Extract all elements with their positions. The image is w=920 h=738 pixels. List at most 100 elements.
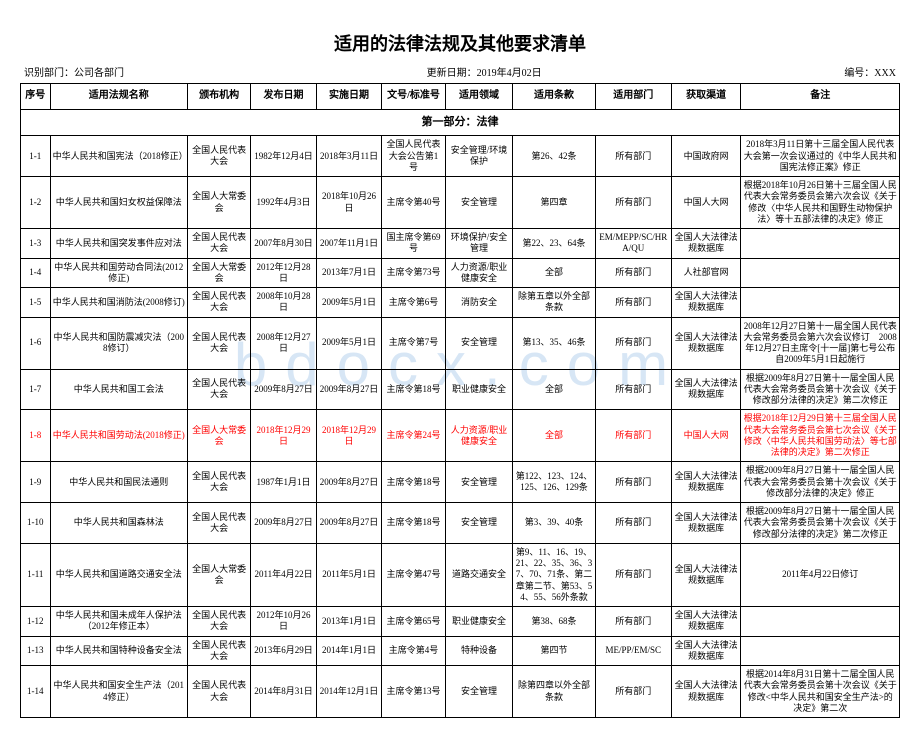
cell-src: 人社部官网 <box>671 258 741 288</box>
cell-scope: 人力资源/职业健康安全 <box>445 410 513 462</box>
cell-name: 中华人民共和国劳动法(2018修正) <box>50 410 187 462</box>
col-art: 适用条款 <box>513 84 595 110</box>
cell-note: 根据2018年12月29日第十三届全国人民代表大会常务委员会第七次会议《关于修改… <box>741 410 900 462</box>
cell-org: 全国人民代表大会 <box>187 462 250 503</box>
cell-src: 中国人大网 <box>671 410 741 462</box>
cell-name: 中华人民共和国民法通则 <box>50 462 187 503</box>
table-header-row: 序号 适用法规名称 颁布机构 发布日期 实施日期 文号/标准号 适用领域 适用条… <box>21 84 900 110</box>
cell-eff: 2013年1月1日 <box>316 607 382 637</box>
cell-org: 全国人大常委会 <box>187 543 250 606</box>
cell-src: 中国政府网 <box>671 136 741 177</box>
col-pub: 发布日期 <box>251 84 317 110</box>
cell-art: 第四章 <box>513 177 595 229</box>
cell-org: 全国人民代表大会 <box>187 369 250 410</box>
cell-note <box>741 607 900 637</box>
cell-note: 2008年12月27日第十一届全国人民代表大会常务委员会第六次会议修订 2008… <box>741 317 900 369</box>
cell-note: 根据2018年10月26日第十三届全国人民代表大会常务委员会第六次会议《关于修改… <box>741 177 900 229</box>
cell-eff: 2009年8月27日 <box>316 369 382 410</box>
cell-org: 全国人民代表大会 <box>187 607 250 637</box>
cell-name: 中华人民共和国工会法 <box>50 369 187 410</box>
cell-src: 全国人大法律法规数据库 <box>671 229 741 259</box>
cell-doc: 主席令第18号 <box>382 503 445 544</box>
table-row: 1-1中华人民共和国宪法（2018修正）全国人民代表大会1982年12月4日20… <box>21 136 900 177</box>
cell-scope: 消防安全 <box>445 288 513 318</box>
meta-right: 编号：XXX <box>844 64 896 79</box>
cell-org: 全国人民代表大会 <box>187 503 250 544</box>
cell-pub: 2007年8月30日 <box>251 229 317 259</box>
meta-left: 识别部门：公司各部门 <box>24 64 124 79</box>
col-dept: 适用部门 <box>595 84 671 110</box>
cell-pub: 2008年12月27日 <box>251 317 317 369</box>
col-src: 获取渠道 <box>671 84 741 110</box>
cell-scope: 道路交通安全 <box>445 543 513 606</box>
cell-eff: 2009年8月27日 <box>316 503 382 544</box>
col-name: 适用法规名称 <box>50 84 187 110</box>
cell-seq: 1-2 <box>21 177 51 229</box>
cell-scope: 职业健康安全 <box>445 607 513 637</box>
cell-pub: 2011年4月22日 <box>251 543 317 606</box>
cell-seq: 1-10 <box>21 503 51 544</box>
col-scope: 适用领域 <box>445 84 513 110</box>
cell-eff: 2018年12月29日 <box>316 410 382 462</box>
cell-doc: 主席令第18号 <box>382 369 445 410</box>
page-title: 适用的法律法规及其他要求清单 <box>20 30 900 56</box>
cell-name: 中华人民共和国突发事件应对法 <box>50 229 187 259</box>
col-doc: 文号/标准号 <box>382 84 445 110</box>
cell-note: 根据2009年8月27日第十一届全国人民代表大会常务委员会第十次会议《关于修改部… <box>741 369 900 410</box>
cell-art: 除第五章以外全部条款 <box>513 288 595 318</box>
cell-seq: 1-11 <box>21 543 51 606</box>
cell-seq: 1-1 <box>21 136 51 177</box>
cell-doc: 主席令第24号 <box>382 410 445 462</box>
cell-org: 全国人大常委会 <box>187 258 250 288</box>
section-header: 第一部分：法律 <box>21 109 900 136</box>
cell-note: 根据2009年8月27日第十一届全国人民代表大会常务委员会第十次会议《关于修改部… <box>741 503 900 544</box>
cell-art: 第3、39、40条 <box>513 503 595 544</box>
cell-pub: 2008年10月28日 <box>251 288 317 318</box>
cell-scope: 安全管理 <box>445 177 513 229</box>
cell-art: 第26、42条 <box>513 136 595 177</box>
table-row: 1-9中华人民共和国民法通则全国人民代表大会1987年1月1日2009年8月27… <box>21 462 900 503</box>
cell-art: 全部 <box>513 410 595 462</box>
cell-eff: 2013年7月1日 <box>316 258 382 288</box>
cell-doc: 主席令第6号 <box>382 288 445 318</box>
cell-art: 第9、11、16、19、21、22、35、36、37、70、71条、第二章第二节… <box>513 543 595 606</box>
cell-pub: 1987年1月1日 <box>251 462 317 503</box>
cell-art: 全部 <box>513 258 595 288</box>
cell-doc: 主席令第13号 <box>382 666 445 718</box>
cell-eff: 2011年5月1日 <box>316 543 382 606</box>
cell-art: 第122、123、124、125、126、129条 <box>513 462 595 503</box>
cell-dept: 所有部门 <box>595 369 671 410</box>
table-row: 1-12中华人民共和国未成年人保护法（2012年修正本）全国人民代表大会2012… <box>21 607 900 637</box>
cell-dept: 所有部门 <box>595 288 671 318</box>
cell-dept: 所有部门 <box>595 666 671 718</box>
cell-org: 全国人民代表大会 <box>187 229 250 259</box>
cell-scope: 职业健康安全 <box>445 369 513 410</box>
cell-seq: 1-6 <box>21 317 51 369</box>
cell-pub: 2009年8月27日 <box>251 503 317 544</box>
cell-name: 中华人民共和国防震减灾法（2008修订） <box>50 317 187 369</box>
cell-eff: 2007年11月1日 <box>316 229 382 259</box>
cell-dept: 所有部门 <box>595 607 671 637</box>
cell-name: 中华人民共和国消防法(2008修订) <box>50 288 187 318</box>
regulations-table: 序号 适用法规名称 颁布机构 发布日期 实施日期 文号/标准号 适用领域 适用条… <box>20 83 900 718</box>
cell-art: 全部 <box>513 369 595 410</box>
cell-note: 根据2014年8月31日第十二届全国人民代表大会常务委员会第十次会议《关于修改<… <box>741 666 900 718</box>
cell-src: 全国人大法律法规数据库 <box>671 462 741 503</box>
cell-doc: 主席令第18号 <box>382 462 445 503</box>
cell-seq: 1-12 <box>21 607 51 637</box>
cell-pub: 1982年12月4日 <box>251 136 317 177</box>
cell-seq: 1-9 <box>21 462 51 503</box>
cell-eff: 2009年8月27日 <box>316 462 382 503</box>
cell-org: 全国人民代表大会 <box>187 666 250 718</box>
cell-org: 全国人民代表大会 <box>187 317 250 369</box>
cell-src: 全国人大法律法规数据库 <box>671 288 741 318</box>
table-row: 1-5中华人民共和国消防法(2008修订)全国人民代表大会2008年10月28日… <box>21 288 900 318</box>
cell-seq: 1-5 <box>21 288 51 318</box>
col-seq: 序号 <box>21 84 51 110</box>
cell-org: 全国人大常委会 <box>187 177 250 229</box>
cell-seq: 1-8 <box>21 410 51 462</box>
cell-pub: 1992年4月3日 <box>251 177 317 229</box>
cell-doc: 主席令第40号 <box>382 177 445 229</box>
cell-note <box>741 229 900 259</box>
cell-eff: 2014年12月1日 <box>316 666 382 718</box>
